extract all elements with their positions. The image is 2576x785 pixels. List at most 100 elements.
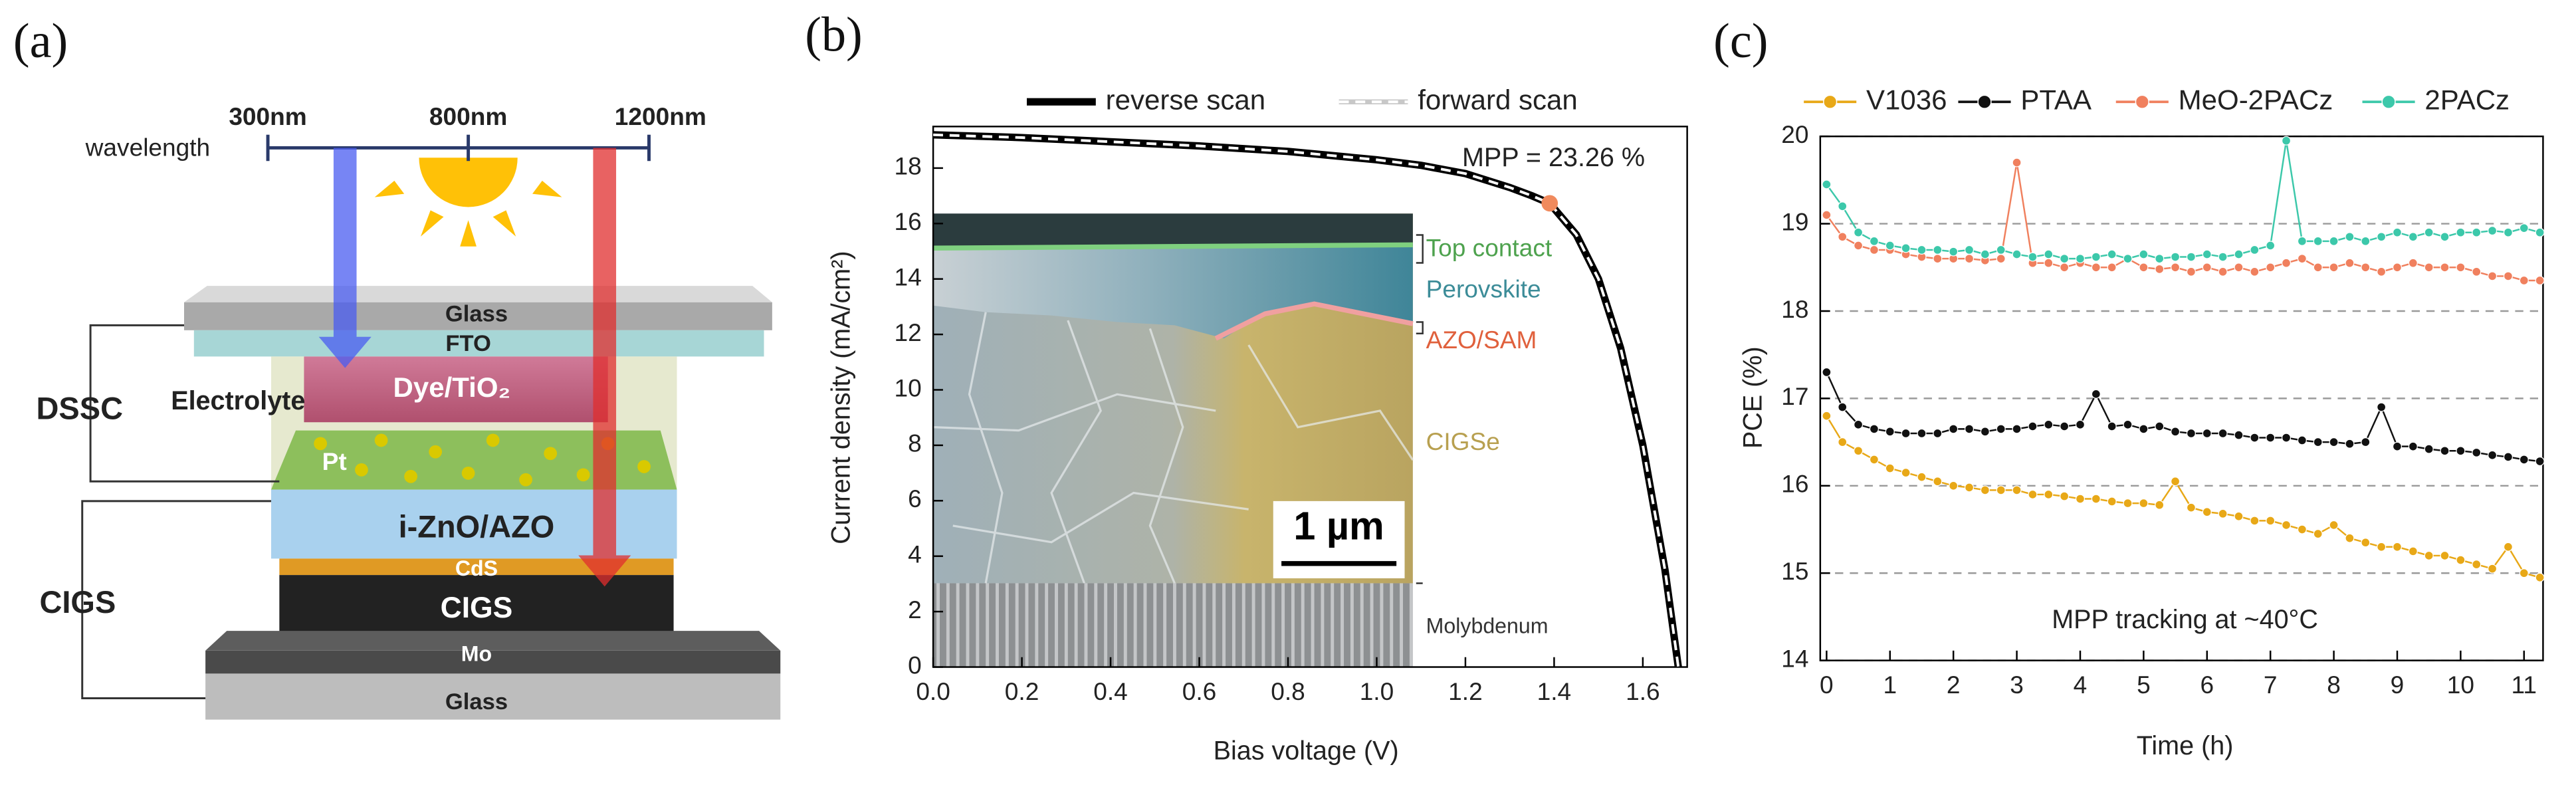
data-point — [2503, 271, 2513, 281]
data-point — [1980, 485, 1990, 495]
data-point — [2171, 252, 2181, 262]
layer-label: FTO — [445, 331, 491, 356]
data-point — [2503, 452, 2513, 462]
data-point — [2202, 249, 2212, 259]
data-point — [2091, 252, 2101, 262]
particle — [486, 433, 500, 447]
data-point — [2472, 560, 2482, 570]
data-point — [1869, 455, 1879, 465]
layer-label: i-ZnO/AZO — [399, 508, 555, 544]
data-point — [2234, 263, 2244, 273]
top-contact-line — [933, 242, 1413, 251]
layer-label: Electrolyte — [171, 386, 305, 415]
particle — [374, 433, 388, 447]
glass-top-face — [183, 286, 772, 302]
data-point — [2234, 511, 2244, 521]
x-tick-label: 10 — [2447, 671, 2474, 699]
inset-label: AZO/SAM — [1426, 326, 1537, 354]
data-point — [2123, 499, 2133, 508]
pt-layer — [270, 430, 677, 490]
y-axis-title: Current density (mA/cm²) — [827, 251, 856, 544]
y-tick-label: 10 — [895, 374, 922, 401]
panel-label: (c) — [1713, 14, 1768, 68]
data-point — [2440, 446, 2450, 456]
legend-label: forward scan — [1418, 84, 1577, 115]
wavelength-title: wavelength — [85, 134, 211, 162]
data-point — [2171, 477, 2181, 487]
x-axis-title: Time (h) — [2137, 731, 2234, 760]
data-point — [2012, 249, 2022, 259]
molybdenum-region — [933, 583, 1413, 667]
line-series — [1826, 372, 2540, 463]
data-point — [1996, 254, 2006, 264]
data-point — [2329, 437, 2339, 447]
legend-marker — [2135, 94, 2149, 109]
data-point — [2408, 258, 2418, 268]
data-point — [2472, 227, 2482, 237]
particle — [576, 468, 590, 482]
data-point — [2472, 447, 2482, 457]
grain — [1247, 344, 1414, 461]
sun-ray — [374, 180, 405, 197]
data-point — [2377, 267, 2387, 277]
line-series — [933, 133, 1680, 667]
data-point — [2075, 254, 2086, 264]
data-point — [1822, 367, 1832, 378]
glass-top — [183, 302, 772, 330]
data-point — [1933, 477, 1943, 487]
data-point — [2250, 516, 2260, 526]
layer-label: CdS — [455, 556, 498, 580]
data-point — [2234, 430, 2244, 440]
data-point — [2186, 428, 2196, 439]
data-point — [1838, 201, 1848, 211]
data-point — [1933, 428, 1943, 439]
particle — [637, 460, 651, 473]
y-tick-label: 18 — [1781, 295, 1808, 323]
data-point — [2250, 433, 2260, 443]
data-point — [2139, 263, 2149, 273]
data-point — [2297, 435, 2307, 445]
data-point — [2440, 232, 2450, 242]
data-point — [2044, 249, 2054, 259]
data-point — [2503, 227, 2513, 237]
data-point — [2377, 542, 2387, 552]
data-point — [2313, 529, 2323, 539]
scale-bar-label: 1 µm — [1293, 504, 1384, 548]
layer-label: Mo — [461, 642, 492, 666]
data-point — [2044, 489, 2054, 499]
y-tick-label: 15 — [1781, 557, 1808, 585]
bracket-label: CIGS — [39, 584, 116, 619]
data-point — [2107, 249, 2117, 259]
x-tick-label: 0.0 — [916, 677, 950, 705]
data-point — [2202, 507, 2212, 517]
x-tick-label: 11 — [2512, 671, 2537, 699]
data-point — [2123, 254, 2133, 264]
plot-frame — [1819, 135, 2544, 661]
grain — [952, 491, 1249, 544]
particle — [429, 445, 443, 459]
data-point — [2408, 546, 2418, 556]
line-series — [1826, 140, 2540, 260]
data-point — [2044, 258, 2054, 268]
data-point — [2345, 533, 2355, 543]
data-point — [2202, 428, 2212, 439]
data-point — [2234, 249, 2244, 259]
data-point — [1885, 241, 1895, 251]
x-tick-label: 0.4 — [1093, 677, 1128, 705]
y-tick-label: 18 — [895, 152, 922, 180]
line-series — [1826, 162, 2540, 282]
data-point — [1901, 243, 1911, 253]
data-point — [2281, 258, 2292, 268]
data-point — [2155, 500, 2165, 510]
data-point — [2044, 419, 2054, 429]
top-contact-region — [933, 213, 1413, 247]
inset-label: Top contact — [1426, 234, 1553, 262]
data-point — [2266, 516, 2276, 526]
data-point — [2329, 263, 2339, 273]
data-point — [2535, 456, 2545, 467]
panel-label: (b) — [805, 7, 862, 62]
y-tick-label: 8 — [908, 429, 922, 457]
data-point — [2377, 232, 2387, 242]
data-point — [2408, 441, 2418, 451]
legend-label: reverse scan — [1106, 84, 1265, 115]
